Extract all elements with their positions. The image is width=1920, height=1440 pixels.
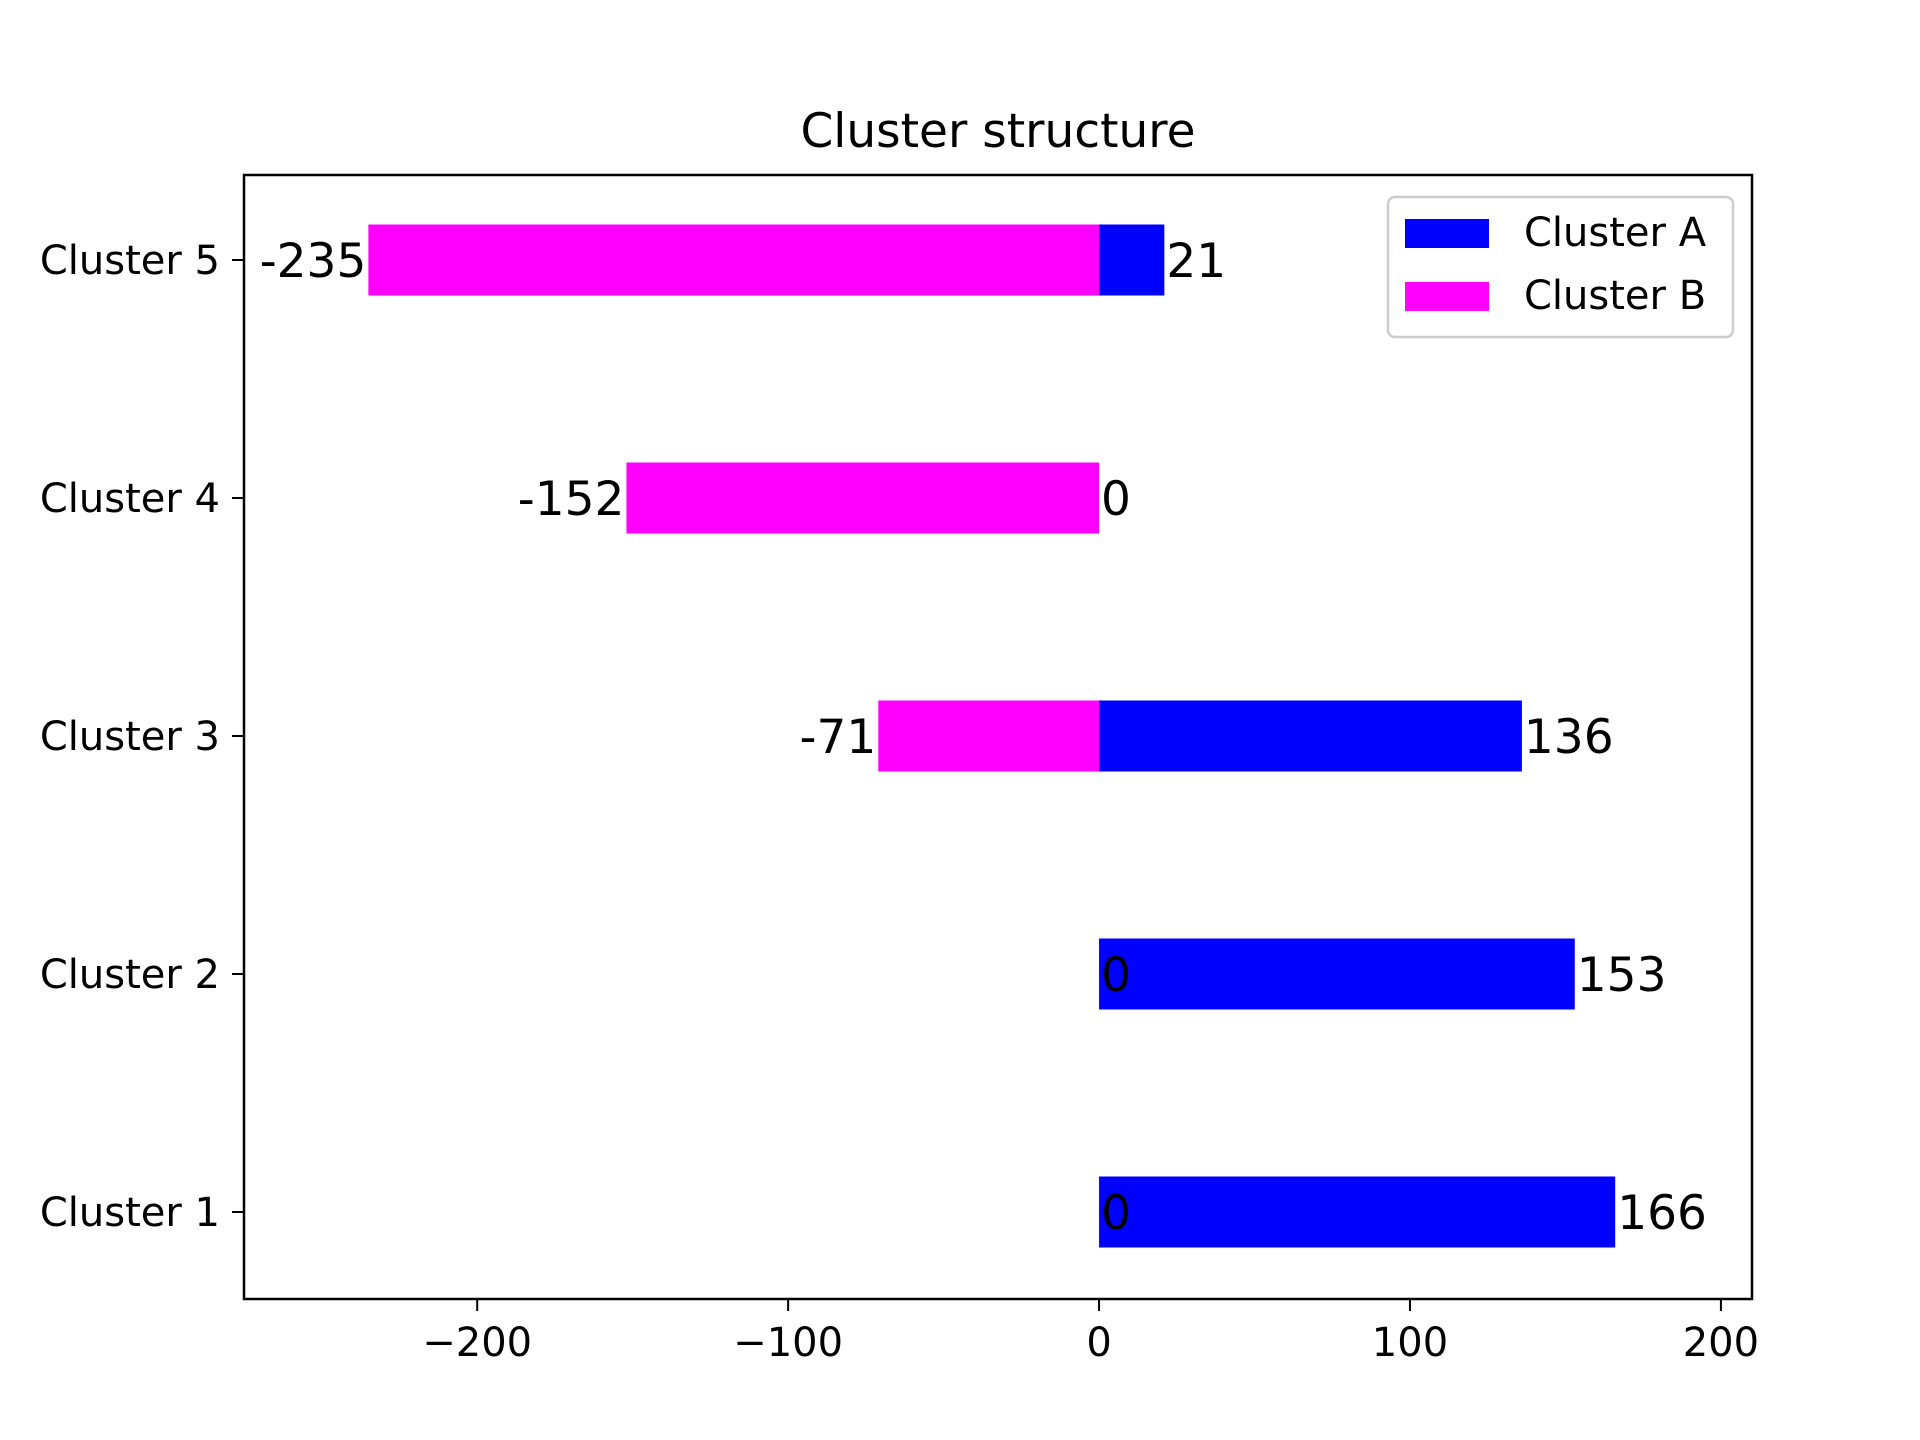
x-tick-label: 200 (1683, 1320, 1759, 1366)
data-label-cluster-b-4: -152 (518, 472, 625, 527)
x-tick-label: −200 (422, 1320, 532, 1366)
y-tick-label: Cluster 1 (40, 1190, 220, 1236)
y-tick-label: Cluster 4 (40, 476, 220, 522)
bar-cluster-a-2 (1099, 938, 1575, 1010)
bar-cluster-b-3 (878, 700, 1100, 772)
data-label-cluster-b-3: -71 (800, 710, 877, 765)
bar-cluster-b-5 (368, 224, 1100, 296)
y-tick-label: Cluster 5 (40, 238, 220, 284)
axes-layer: −200 −100 0 100 200 Cluster 1 Cluster 2 Cluster… (40, 173, 1759, 1366)
data-label-cluster-a-2: 153 (1577, 948, 1667, 1003)
data-label-cluster-a-4: 0 (1101, 472, 1131, 527)
data-label-cluster-b-2: 0 (1101, 948, 1131, 1003)
bar-cluster-a-5 (1099, 224, 1165, 296)
legend-swatch (1405, 282, 1489, 311)
data-labels-layer: 166 153 136 0 21 0 0 -71 -152 -235 (260, 234, 1707, 1241)
bar-cluster-a-1 (1099, 1176, 1616, 1248)
y-tick-label: Cluster 2 (40, 952, 220, 998)
x-tick-label: 0 (1086, 1320, 1111, 1366)
bar-cluster-a-3 (1099, 700, 1522, 772)
bar-cluster-b-4 (626, 462, 1100, 534)
data-label-cluster-b-5: -235 (260, 234, 367, 289)
legend-swatch (1405, 219, 1489, 248)
x-tick-label: −100 (733, 1320, 843, 1366)
data-label-cluster-a-3: 136 (1524, 710, 1614, 765)
data-label-cluster-b-1: 0 (1101, 1186, 1131, 1241)
x-tick-label: 100 (1372, 1320, 1448, 1366)
legend-label: Cluster A (1524, 210, 1707, 256)
legend: Cluster A Cluster B (1386, 195, 1735, 339)
chart-title: Cluster structure (800, 104, 1195, 159)
data-label-cluster-a-5: 21 (1166, 234, 1226, 289)
bars-layer (368, 224, 1616, 1248)
data-label-cluster-a-1: 166 (1617, 1186, 1707, 1241)
legend-label: Cluster B (1524, 273, 1706, 319)
y-tick-label: Cluster 3 (40, 714, 220, 760)
